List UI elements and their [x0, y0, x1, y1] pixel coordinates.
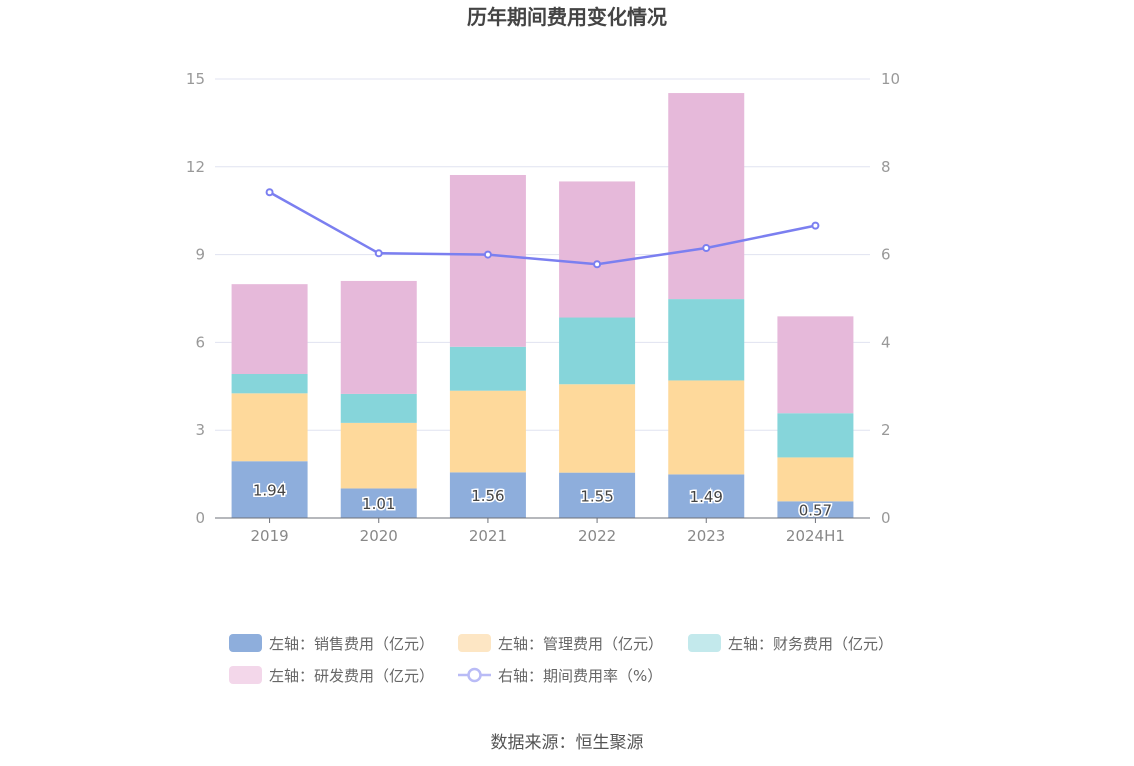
bar-series2-2022: [559, 384, 636, 473]
legend-item-2[interactable]: 左轴：管理费用（亿元）: [458, 634, 663, 653]
left-tick-label: 6: [195, 333, 205, 351]
bar-series4-2024H1: [777, 316, 854, 414]
bar-series3-2024H1: [777, 413, 854, 458]
x-tick-label: 2022: [578, 527, 616, 545]
line-point-2020: [374, 249, 383, 258]
left-tick-label: 15: [186, 70, 205, 88]
line-point-2023: [702, 244, 711, 253]
bar-label-2023: 1.49: [690, 488, 723, 506]
bar-series2-2023: [668, 380, 745, 475]
x-tick-label: 2020: [360, 527, 398, 545]
bar-series1-2024H1: [777, 501, 854, 518]
bar-value-labels: 1.94 1.01 1.56 1.55 1.49 0.57: [251, 480, 833, 521]
line-point-2024H1: [811, 221, 820, 230]
right-tick-label: 2: [881, 421, 891, 439]
legend-item-4[interactable]: 左轴：研发费用（亿元）: [229, 666, 434, 685]
x-tick-label: 2024H1: [786, 527, 845, 545]
bar-label-2019: 1.94: [253, 482, 286, 500]
left-axis-ticks: 0 3 6 9 12 15: [186, 70, 205, 527]
legend-item-1[interactable]: 左轴：销售费用（亿元）: [229, 634, 434, 653]
bar-label-2020: 1.01: [362, 495, 395, 513]
source-note: 数据来源：恒生聚源: [491, 733, 644, 753]
bar-series3-2020: [340, 393, 417, 423]
left-tick-label: 9: [195, 246, 205, 264]
expense-ratio-line: [265, 188, 820, 269]
bar-label-2024H1: 0.57: [799, 502, 832, 520]
bar-series4-2023: [668, 93, 745, 300]
legend-swatch: [229, 666, 262, 684]
right-axis-ticks: 0 2 4 6 8 10: [881, 70, 900, 527]
x-tick-label: 2019: [250, 527, 288, 545]
legend-label: 左轴：销售费用（亿元）: [269, 635, 434, 653]
legend-item-5[interactable]: 右轴：期间费用率（%）: [458, 667, 662, 685]
legend-item-3[interactable]: 左轴：财务费用（亿元）: [688, 634, 893, 653]
bar-series1-2020: [340, 488, 417, 518]
bar-series2-2024H1: [777, 457, 854, 502]
chart-title: 历年期间费用变化情况: [467, 5, 667, 29]
left-tick-label: 3: [195, 421, 205, 439]
bar-series1-2023: [668, 474, 745, 518]
bar-series2-2020: [340, 422, 417, 489]
right-tick-label: 6: [881, 246, 891, 264]
bar-series1-2022: [559, 472, 636, 518]
bar-series3-2023: [668, 299, 745, 381]
right-tick-label: 4: [881, 333, 891, 351]
x-axis-ticks: 2019 2020 2021 2022 2023 2024H1: [250, 518, 845, 545]
bar-label-2021: 1.56: [471, 487, 504, 505]
legend-swatch: [229, 634, 262, 652]
bar-series2-2021: [449, 390, 526, 473]
line-path: [268, 191, 816, 266]
right-tick-label: 8: [881, 158, 891, 176]
legend-label: 左轴：财务费用（亿元）: [728, 635, 893, 653]
legend: 左轴：销售费用（亿元） 左轴：管理费用（亿元） 左轴：财务费用（亿元） 左轴：研发费用…: [229, 634, 893, 685]
grid-lines: [215, 78, 870, 431]
left-tick-label: 0: [195, 509, 205, 527]
left-tick-label: 12: [186, 158, 205, 176]
legend-swatch: [458, 634, 491, 652]
bar-series4-2022: [559, 181, 636, 318]
bar-series3-2022: [559, 317, 636, 385]
bar-series3-2021: [449, 346, 526, 391]
bar-series4-2020: [340, 280, 417, 394]
right-tick-label: 10: [881, 70, 900, 88]
bar-series4-2019: [231, 284, 308, 375]
bar-label-2022: 1.55: [580, 487, 613, 505]
line-point-2019: [265, 188, 274, 197]
x-tick-label: 2021: [469, 527, 507, 545]
bar-series2-2019: [231, 393, 308, 462]
legend-swatch: [688, 634, 721, 652]
line-point-2022: [593, 260, 602, 269]
line-point-2021: [483, 250, 492, 259]
bar-series1-2019: [231, 461, 308, 518]
bars: [231, 93, 854, 518]
bar-series3-2019: [231, 374, 308, 394]
x-tick-label: 2023: [687, 527, 725, 545]
legend-label: 右轴：期间费用率（%）: [498, 667, 662, 685]
bar-series1-2021: [449, 472, 526, 518]
legend-label: 左轴：研发费用（亿元）: [269, 667, 434, 685]
legend-label: 左轴：管理费用（亿元）: [498, 635, 663, 653]
bar-series4-2021: [449, 174, 526, 347]
right-tick-label: 0: [881, 509, 891, 527]
legend-marker: [467, 667, 482, 683]
